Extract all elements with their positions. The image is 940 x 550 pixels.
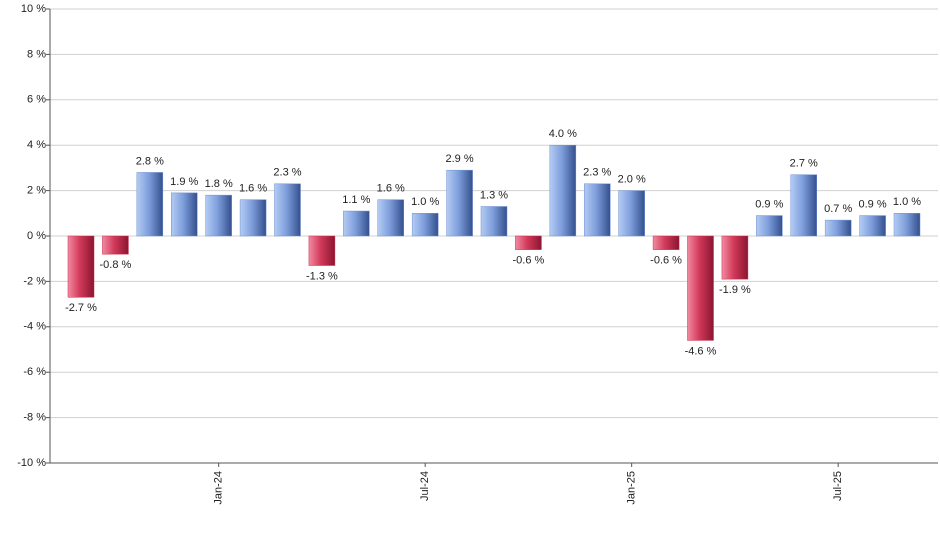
bar (136, 172, 164, 237)
bar (343, 210, 370, 237)
bar (618, 190, 645, 237)
y-tick-label: 8 % (27, 48, 46, 60)
bar (549, 144, 577, 237)
bar (205, 194, 232, 237)
value-label: 2.0 % (618, 174, 646, 186)
value-label: 0.9 % (859, 198, 887, 210)
bar (790, 174, 817, 237)
x-tick-label: Jan-25 (626, 471, 638, 505)
value-label: 1.3 % (480, 189, 508, 201)
bar (721, 235, 749, 280)
bar (239, 199, 267, 237)
value-label: 1.1 % (342, 194, 370, 206)
value-label: 1.0 % (893, 196, 921, 208)
value-label: 1.0 % (411, 196, 439, 208)
bar (515, 235, 542, 250)
value-label: 1.6 % (239, 183, 267, 195)
value-label: -1.3 % (306, 270, 338, 282)
bar (102, 235, 129, 255)
value-label: 4.0 % (549, 128, 577, 140)
value-label: 1.9 % (170, 176, 198, 188)
y-tick-label: -8 % (23, 412, 46, 424)
value-label: 2.8 % (136, 155, 164, 167)
value-label: 0.7 % (824, 203, 852, 215)
y-tick-label: -2 % (23, 275, 46, 287)
value-label: -1.9 % (719, 284, 751, 296)
x-tick-label: Jan-24 (213, 471, 225, 505)
bar (652, 235, 680, 250)
bar (308, 235, 336, 266)
bar (411, 213, 439, 237)
value-label: 2.3 % (583, 167, 611, 179)
value-label: 1.6 % (377, 183, 405, 195)
value-label: 2.3 % (273, 167, 301, 179)
y-tick-label: 6 % (27, 94, 46, 106)
bar (171, 192, 198, 237)
y-tick-label: 0 % (27, 230, 46, 242)
y-tick-label: 2 % (27, 185, 46, 197)
value-label: 2.9 % (446, 153, 474, 165)
y-tick-label: -4 % (23, 321, 46, 333)
bar (446, 169, 473, 237)
bar (584, 183, 611, 237)
y-tick-label: -6 % (23, 366, 46, 378)
value-label: -0.6 % (513, 255, 545, 267)
bar (756, 215, 783, 237)
bar (480, 206, 508, 237)
value-label: -2.7 % (65, 302, 97, 314)
y-tick-label: 10 % (21, 3, 46, 15)
bar (859, 215, 886, 237)
bar (377, 199, 404, 237)
value-label: 1.8 % (205, 178, 233, 190)
value-label: -0.8 % (100, 259, 132, 271)
value-label: 0.9 % (755, 198, 783, 210)
bar (274, 183, 301, 237)
value-label: -4.6 % (685, 345, 717, 357)
bar (824, 219, 852, 237)
bar (687, 235, 714, 341)
y-tick-label: -10 % (17, 457, 46, 469)
value-label: 2.7 % (790, 158, 818, 170)
bar (893, 213, 921, 237)
y-tick-label: 4 % (27, 139, 46, 151)
x-tick-label: Jul-24 (419, 471, 431, 501)
x-tick-label: Jul-25 (832, 471, 844, 501)
bar (67, 235, 95, 298)
value-label: -0.6 % (650, 255, 682, 267)
